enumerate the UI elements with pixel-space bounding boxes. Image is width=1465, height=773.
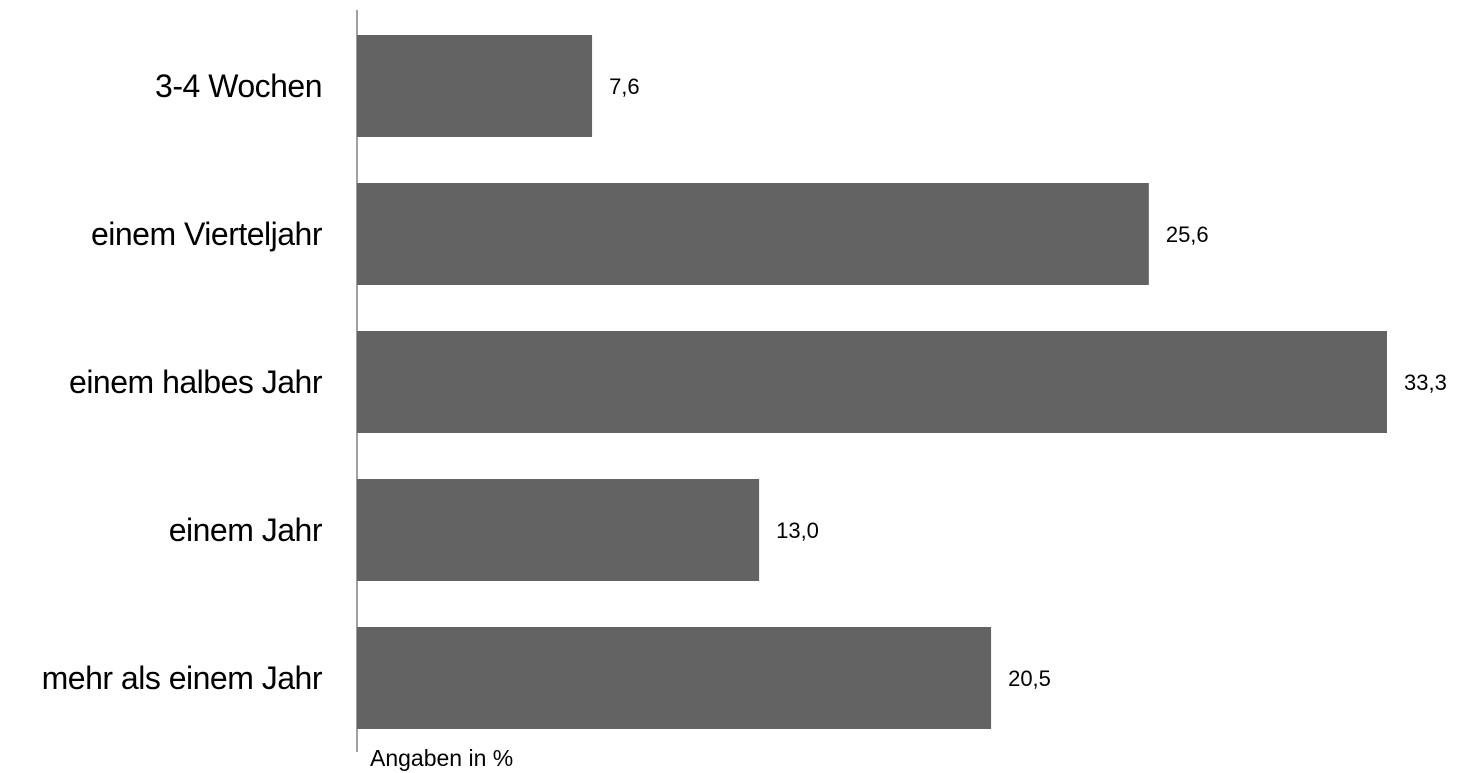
category-labels-group: 3-4 Wochen einem Vierteljahr einem halbes … — [42, 68, 324, 696]
bar-2 — [357, 183, 1149, 285]
category-label-5: mehr als einem Jahr — [42, 660, 323, 696]
unit-note: Angaben in % — [370, 745, 513, 771]
category-label-4: einem Jahr — [169, 512, 323, 548]
bars-group — [357, 35, 1387, 729]
bar-3 — [357, 331, 1387, 433]
category-label-2: einem Vierteljahr — [91, 216, 323, 252]
value-label-2: 25,6 — [1166, 222, 1209, 247]
category-label-3: einem halbes Jahr — [69, 364, 323, 400]
category-label-1: 3-4 Wochen — [155, 68, 322, 104]
value-label-3: 33,3 — [1404, 370, 1447, 395]
value-labels-group: 7,6 25,6 33,3 13,0 20,5 — [609, 74, 1447, 691]
bar-5 — [357, 627, 992, 729]
bar-4 — [357, 479, 760, 581]
bar-1 — [357, 35, 593, 137]
value-label-1: 7,6 — [609, 74, 640, 99]
value-label-5: 20,5 — [1008, 666, 1051, 691]
value-label-4: 13,0 — [776, 518, 819, 543]
